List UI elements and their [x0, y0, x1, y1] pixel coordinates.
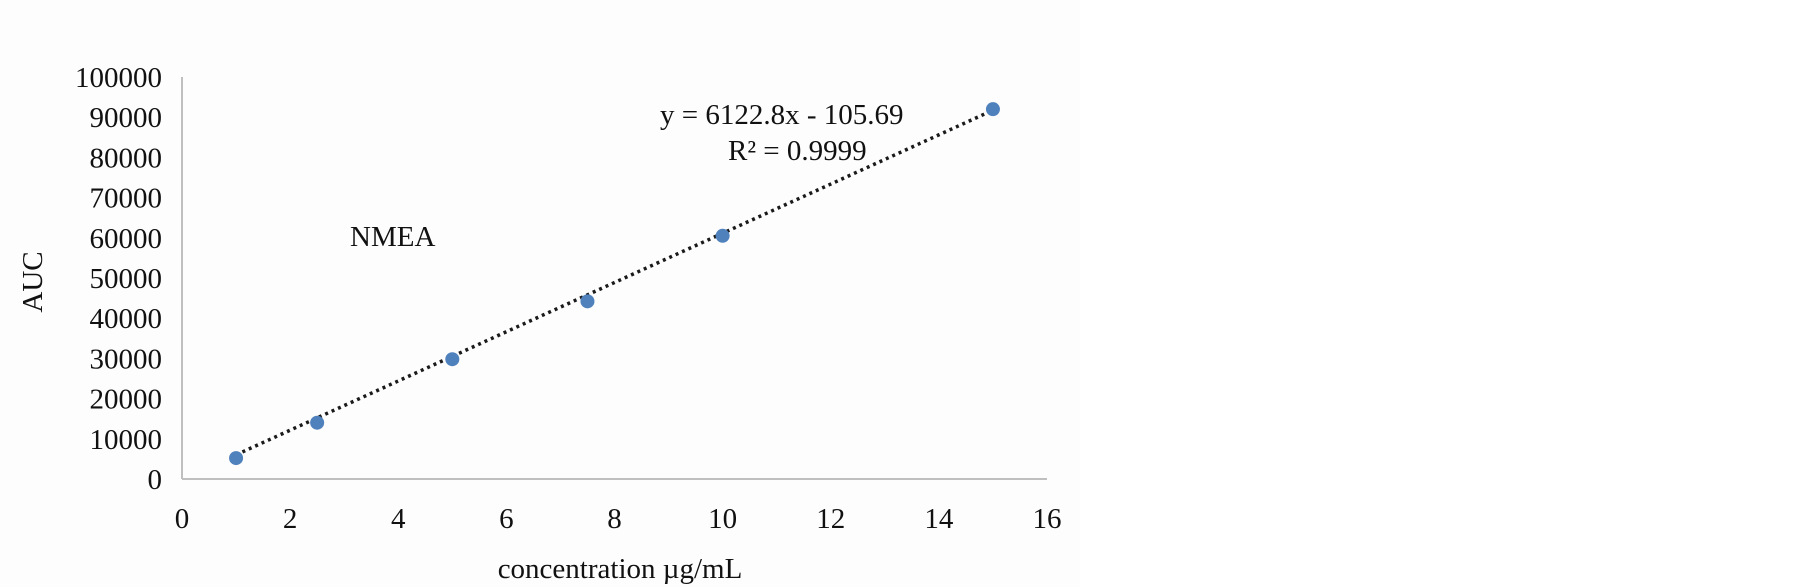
data-point — [580, 294, 595, 309]
chart-svg: 0 10000 20000 30000 40000 50000 60000 70000 8000… — [17, 62, 1062, 585]
data-point — [445, 352, 460, 367]
y-tick-label: 30000 — [90, 343, 163, 375]
y-axis-title: AUC — [17, 251, 49, 312]
trendline-r-squared: R² = 0.9999 — [728, 135, 867, 167]
y-tick-label: 70000 — [90, 183, 163, 215]
x-tick-label: 14 — [924, 503, 954, 535]
y-tick-label: 50000 — [90, 263, 163, 295]
y-tick-label: 0 — [148, 464, 163, 496]
x-axis-title: concentration µg/mL — [498, 553, 743, 585]
axes — [181, 77, 1047, 480]
x-tick-label: 8 — [607, 503, 622, 535]
data-point — [229, 451, 244, 466]
trendline — [235, 108, 994, 457]
data-point — [715, 228, 730, 243]
x-tick-label: 16 — [1033, 503, 1062, 535]
x-tick-label: 2 — [283, 503, 298, 535]
data-point — [310, 415, 325, 430]
y-tick-label: 80000 — [90, 142, 163, 174]
y-tick-label: 10000 — [90, 424, 163, 456]
data-point — [985, 102, 1000, 117]
y-tick-label: 40000 — [90, 303, 163, 335]
x-tick-label: 10 — [708, 503, 737, 535]
x-tick-labels: 0 2 4 6 8 10 12 14 16 — [175, 503, 1062, 535]
x-tick-label: 12 — [816, 503, 845, 535]
chart-area: 0 10000 20000 30000 40000 50000 60000 70000 8000… — [17, 62, 1062, 585]
x-tick-label: 4 — [391, 503, 406, 535]
y-tick-label: 60000 — [90, 223, 163, 255]
trendline-equation: y = 6122.8x - 105.69 — [660, 99, 904, 131]
data-points — [229, 102, 1000, 466]
y-tick-label: 20000 — [90, 384, 163, 416]
x-tick-label: 6 — [499, 503, 514, 535]
y-tick-labels: 0 10000 20000 30000 40000 50000 60000 70000 8000… — [75, 62, 162, 496]
y-tick-label: 90000 — [90, 102, 163, 134]
x-tick-label: 0 — [175, 503, 190, 535]
series-annotation: NMEA — [350, 221, 435, 253]
y-tick-label: 100000 — [75, 62, 162, 94]
